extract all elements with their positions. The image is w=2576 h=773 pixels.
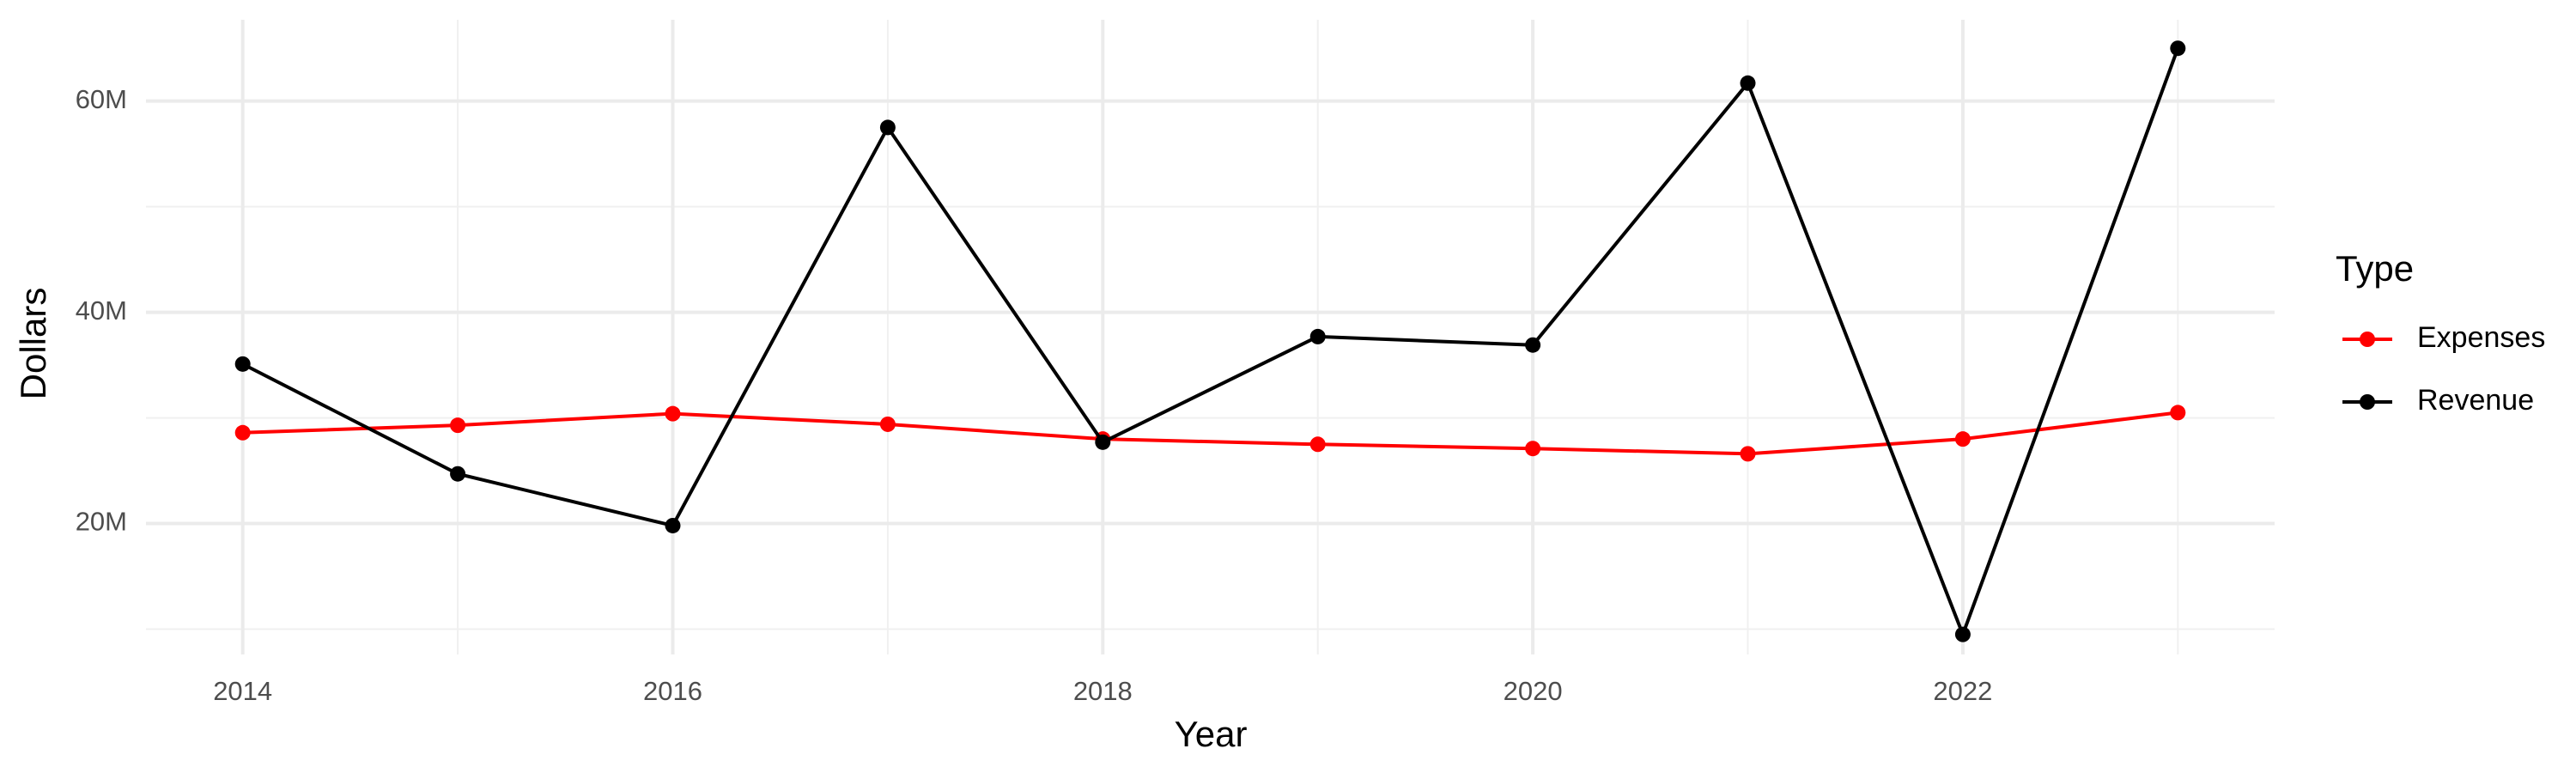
legend-point — [2360, 332, 2375, 347]
point — [1954, 431, 1971, 447]
x-tick-label: 2022 — [1933, 676, 1992, 706]
point — [450, 417, 466, 434]
legend-label: Expenses — [2417, 321, 2545, 354]
point — [234, 424, 251, 441]
point — [1525, 441, 1541, 457]
point — [1740, 446, 1756, 462]
series — [234, 40, 2186, 642]
y-tick-label: 60M — [76, 84, 127, 114]
point — [879, 416, 896, 432]
line — [242, 411, 2178, 456]
x-tick-label: 2016 — [643, 676, 702, 706]
x-axis-title: Year — [1175, 714, 1248, 754]
point — [665, 517, 681, 533]
line — [241, 47, 2180, 640]
point — [450, 466, 466, 482]
y-tick-label: 20M — [76, 507, 127, 537]
point — [1954, 626, 1971, 642]
legend-label: Revenue — [2417, 384, 2534, 417]
x-tick-label: 2020 — [1504, 676, 1563, 706]
point — [2170, 405, 2186, 421]
point — [1740, 75, 1756, 91]
point — [234, 356, 251, 372]
y-tick-label: 40M — [76, 295, 127, 326]
x-tick-label: 2018 — [1073, 676, 1133, 706]
point — [1525, 337, 1541, 353]
legend-point — [2360, 394, 2375, 410]
point — [879, 119, 896, 136]
point — [2170, 40, 2186, 57]
point — [1095, 434, 1111, 450]
y-axis-title: Dollars — [13, 288, 53, 400]
legend-title: Type — [2336, 248, 2414, 289]
x-tick-label: 2014 — [213, 676, 272, 706]
grid — [146, 20, 2275, 654]
point — [665, 405, 681, 422]
point — [1309, 436, 1326, 453]
point — [1309, 328, 1326, 344]
series — [234, 405, 2186, 462]
